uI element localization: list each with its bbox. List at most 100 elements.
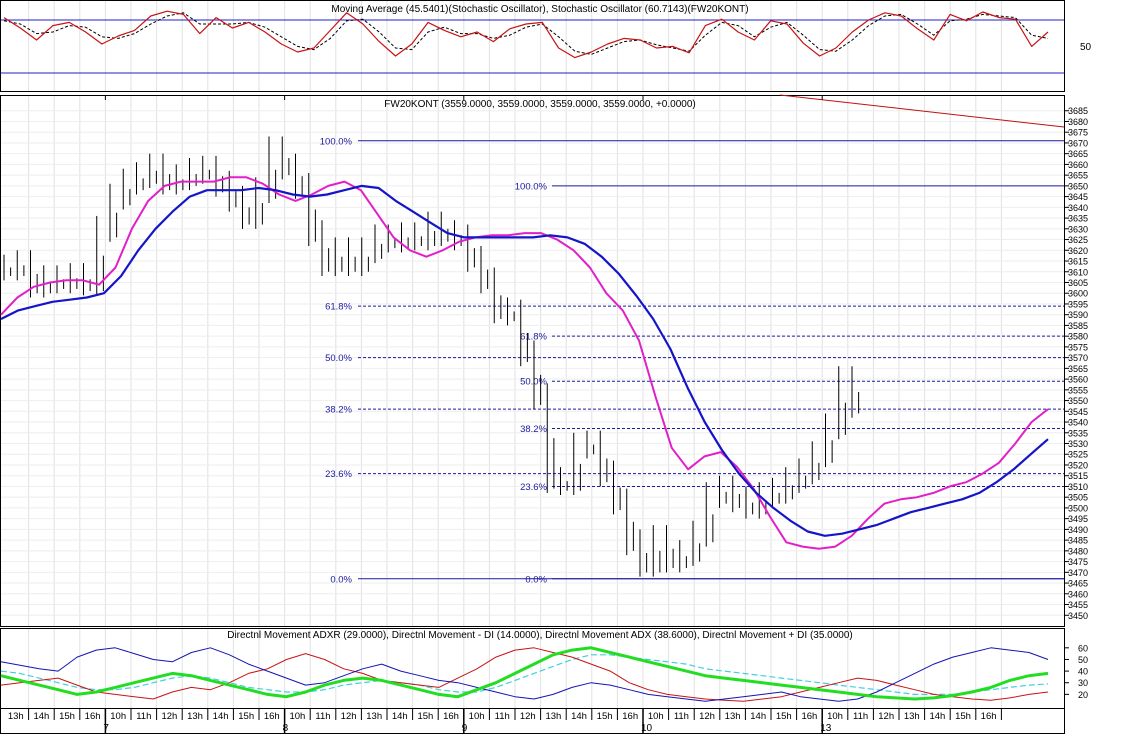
price-panel-title: FW20KONT (3559.0000, 3559.0000, 3559.000…: [384, 99, 695, 110]
price-axis-tick-label: 3525: [1068, 450, 1088, 460]
price-axis-tick-label: 3510: [1068, 482, 1088, 492]
dmi-adx-line: [0, 646, 1049, 701]
stoch-tick-label: 50: [1080, 42, 1092, 53]
hour-tick-label: 15h: [238, 711, 254, 722]
price-axis-tick-label: 3620: [1068, 246, 1088, 256]
price-axis-tick-label: 3680: [1068, 117, 1088, 127]
price-axis-tick-label: 3500: [1068, 503, 1088, 513]
price-axis-tick-label: 3595: [1068, 299, 1088, 309]
price-axis-tick-label: 3580: [1068, 332, 1088, 342]
hour-tick-label: 14h: [571, 711, 587, 722]
price-axis-tick-label: 3520: [1068, 460, 1088, 470]
hour-tick-label: 16h: [981, 711, 997, 722]
hour-tick-label: 14h: [33, 711, 49, 722]
price-axis-tick-label: 3480: [1068, 546, 1088, 556]
dmi-panel-frame: [0, 628, 1065, 709]
hour-tick-label: 13h: [8, 711, 24, 722]
stoch-k-line: [3, 10, 1049, 59]
fib-level-label: 23.6%: [520, 482, 547, 493]
hour-tick-label: 13h: [187, 711, 203, 722]
fib-level-label: 100.0%: [515, 181, 548, 192]
hour-tick-label: 10h: [827, 711, 843, 722]
fib-level-label: 0.0%: [330, 574, 352, 585]
time-axis-frame: [0, 708, 1065, 734]
hour-tick-label: 15h: [776, 711, 792, 722]
price-axis-tick-label: 3465: [1068, 579, 1088, 589]
price-axis-tick-label: 3665: [1068, 149, 1088, 159]
fib-level-label: 0.0%: [525, 574, 547, 585]
price-axis-area: [1065, 0, 1122, 734]
price-axis-tick-label: 3555: [1068, 385, 1088, 395]
hour-tick-label: 10h: [469, 711, 485, 722]
hour-tick-label: 14h: [929, 711, 945, 722]
price-axis-tick-label: 3655: [1068, 171, 1088, 181]
price-panel-frame: [0, 95, 1065, 627]
hour-tick-label: 16h: [85, 711, 101, 722]
ma-fast-line: [0, 176, 1049, 550]
price-axis-tick-label: 3485: [1068, 536, 1088, 546]
hour-tick-label: 10h: [289, 711, 305, 722]
hour-tick-label: 12h: [341, 711, 357, 722]
price-axis-tick-label: 3450: [1068, 611, 1088, 621]
hour-tick-label: 13h: [904, 711, 920, 722]
stoch-panel-title: Moving Average (45.5401)(Stochastic Osci…: [331, 4, 748, 15]
fib-level-label: 38.2%: [520, 424, 547, 435]
hour-tick-label: 15h: [955, 711, 971, 722]
price-axis-tick-label: 3635: [1068, 214, 1088, 224]
price-axis-tick-label: 3570: [1068, 353, 1088, 363]
price-axis-tick-label: 3650: [1068, 181, 1088, 191]
fib-level-label: 50.0%: [325, 353, 352, 364]
dmi-axis-tick-label: 40: [1078, 667, 1088, 677]
price-axis-tick-label: 3625: [1068, 235, 1088, 245]
hour-tick-label: 10h: [110, 711, 126, 722]
dmi-axis-tick-label: 50: [1078, 655, 1088, 665]
hour-tick-label: 13h: [366, 711, 382, 722]
hour-tick-label: 15h: [59, 711, 75, 722]
price-axis-tick-label: 3670: [1068, 138, 1088, 148]
price-axis-tick-label: 3605: [1068, 278, 1088, 288]
day-tick-label: 8: [283, 723, 289, 734]
day-tick-label: 7: [103, 723, 109, 734]
day-tick-label: 9: [462, 723, 468, 734]
hour-tick-label: 14h: [750, 711, 766, 722]
price-axis-tick-label: 3530: [1068, 439, 1088, 449]
price-axis-tick-label: 3490: [1068, 525, 1088, 535]
price-axis-tick-label: 3575: [1068, 342, 1088, 352]
hour-tick-label: 15h: [417, 711, 433, 722]
hour-tick-label: 11h: [853, 711, 868, 722]
price-axis-tick-label: 3455: [1068, 600, 1088, 610]
hour-tick-label: 11h: [495, 711, 510, 722]
hour-tick-label: 11h: [674, 711, 689, 722]
price-axis-tick-label: 3475: [1068, 557, 1088, 567]
dmi-adxr-line: [0, 654, 1049, 696]
trend-line: [779, 94, 1065, 128]
price-axis-tick-label: 3645: [1068, 192, 1088, 202]
fib-level-label: 61.8%: [325, 302, 352, 313]
price-axis-tick-label: 3540: [1068, 418, 1088, 428]
hour-tick-label: 12h: [161, 711, 177, 722]
price-axis-tick-label: 3610: [1068, 267, 1088, 277]
hour-tick-label: 14h: [213, 711, 229, 722]
hour-tick-label: 11h: [315, 711, 330, 722]
price-axis-tick-label: 3535: [1068, 428, 1088, 438]
fib-level-label: 23.6%: [325, 469, 352, 480]
hour-tick-label: 15h: [597, 711, 613, 722]
dmi-minus-di-line: [0, 647, 1049, 702]
day-tick-label: 10: [641, 723, 653, 734]
price-axis-tick-label: 3630: [1068, 224, 1088, 234]
hour-tick-label: 16h: [622, 711, 638, 722]
fib-level-label: 61.8%: [520, 332, 547, 343]
hour-tick-label: 10h: [648, 711, 664, 722]
ma-slow-line: [0, 184, 1049, 537]
price-axis-tick-label: 3515: [1068, 471, 1088, 481]
hour-tick-label: 12h: [699, 711, 715, 722]
dmi-panel-title: Directnl Movement ADXR (29.0000), Direct…: [227, 630, 853, 641]
hour-tick-label: 13h: [545, 711, 561, 722]
dmi-axis-tick-label: 30: [1078, 678, 1088, 688]
stoch-panel-frame: [0, 0, 1065, 92]
day-tick-label: 13: [820, 723, 832, 734]
dmi-plus-di-line: [0, 647, 1049, 702]
price-axis-tick-label: 3685: [1068, 106, 1088, 116]
